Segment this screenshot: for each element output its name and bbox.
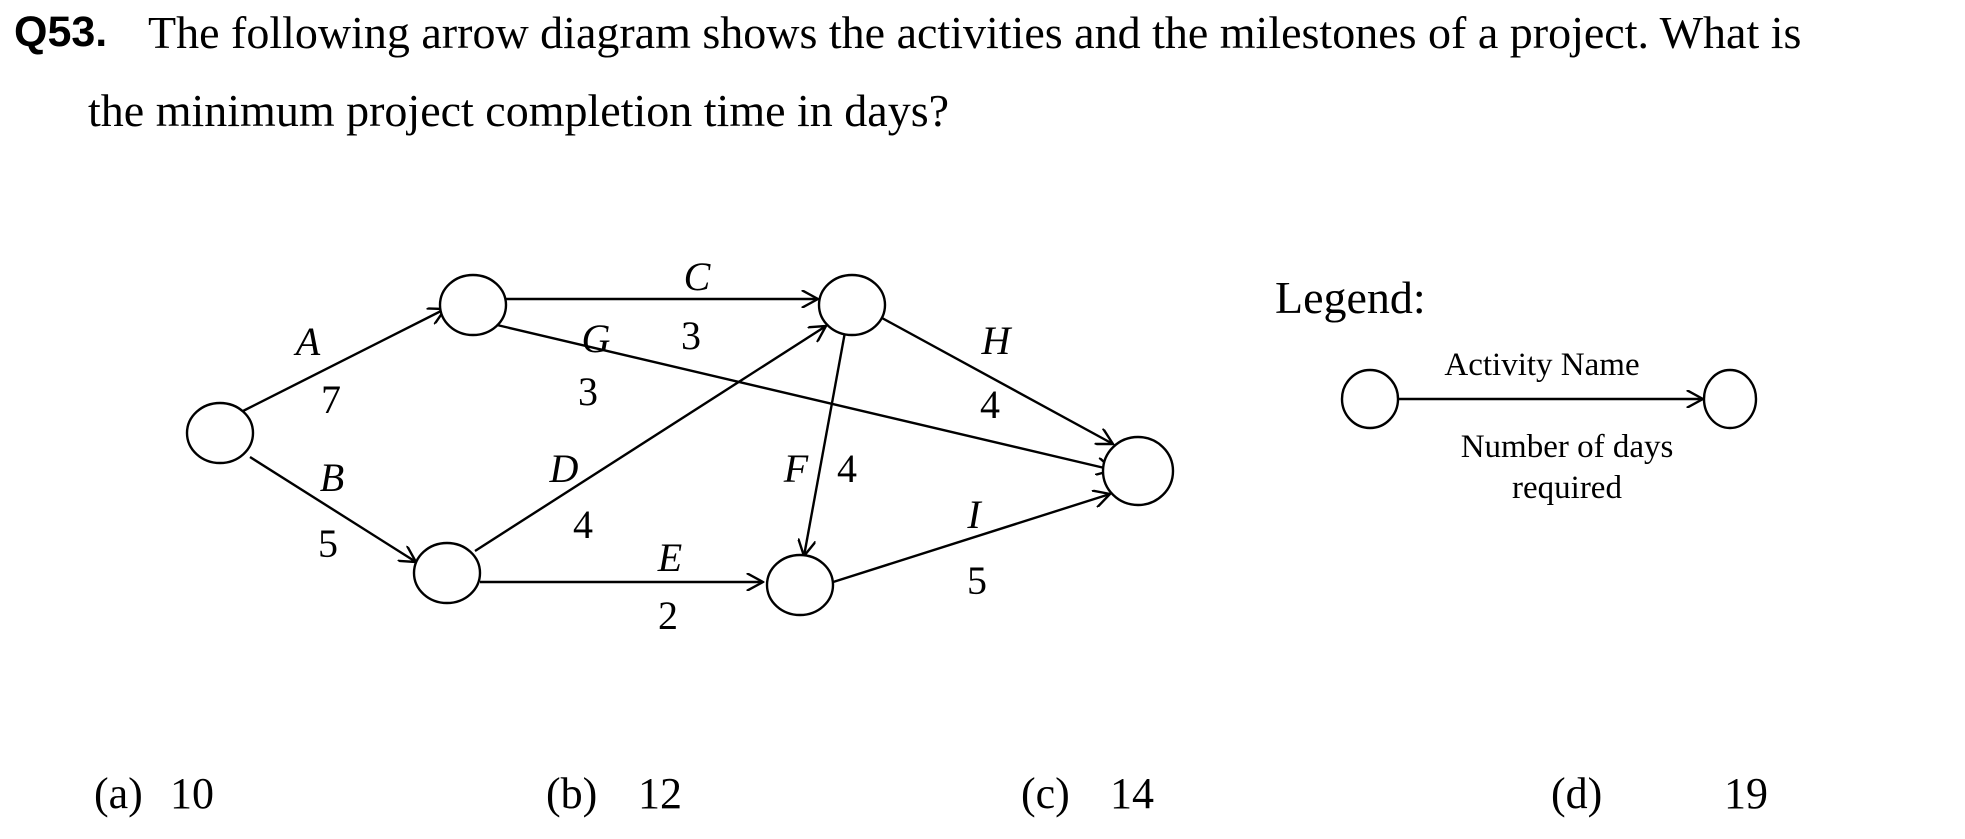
legend-days-label-line-1: Number of days: [1461, 429, 1674, 465]
activity-c-name: C: [684, 254, 712, 299]
activity-arrow-b: [249, 455, 416, 562]
activity-h-days: 4: [980, 382, 1000, 427]
question-text-line-1: The following arrow diagram shows the ac…: [148, 7, 1802, 58]
milestone-node-end: [1101, 435, 1175, 507]
option-c[interactable]: (c) 14: [1021, 768, 1154, 819]
legend-node-start: [1340, 368, 1400, 430]
activity-arrow-a: [242, 309, 445, 413]
question-text-line-2: the minimum project completion time in d…: [88, 85, 950, 136]
activity-g-days: 3: [578, 369, 598, 414]
option-b-value: 12: [638, 769, 682, 818]
activity-g-name: G: [582, 316, 611, 361]
legend-days-label-line-2: required: [1512, 470, 1622, 506]
option-b-label: (b): [546, 769, 598, 818]
milestone-node-4: [817, 273, 887, 337]
activity-b-name: B: [320, 455, 344, 500]
activity-f-days: 4: [837, 446, 857, 491]
option-d-label: (d): [1551, 769, 1603, 818]
option-b[interactable]: (b) 12: [546, 768, 682, 819]
activity-arrow-h: [881, 316, 1113, 444]
legend-activity-label: Activity Name: [1444, 347, 1639, 383]
legend-title: Legend:: [1275, 272, 1426, 323]
activity-d-days: 4: [573, 502, 593, 547]
activity-arrow-f: [804, 331, 847, 556]
activity-a-days: 7: [321, 377, 341, 422]
activity-b-days: 5: [318, 521, 338, 566]
activity-i-days: 5: [967, 558, 987, 603]
activity-c-days: 3: [681, 313, 701, 358]
activity-h-name: H: [981, 318, 1013, 363]
option-a-label: (a): [94, 769, 143, 818]
option-a[interactable]: (a) 10: [94, 768, 214, 819]
option-c-label: (c): [1021, 769, 1070, 818]
option-a-value: 10: [170, 769, 214, 818]
activity-f-name: F: [783, 446, 809, 491]
option-d[interactable]: (d) 19: [1551, 768, 1768, 819]
activity-e-days: 2: [658, 593, 678, 638]
milestone-node-start: [185, 401, 255, 465]
milestone-node-2: [438, 273, 508, 337]
milestone-node-5: [765, 553, 835, 617]
activity-a-name: A: [293, 319, 321, 364]
activity-i-name: I: [966, 492, 982, 537]
activity-arrow-i: [829, 494, 1110, 585]
activity-arrow-g: [496, 323, 1113, 470]
option-c-value: 14: [1110, 769, 1154, 818]
activity-e-name: E: [657, 535, 682, 580]
milestone-node-3: [412, 541, 482, 605]
activity-d-name: D: [549, 446, 579, 491]
legend-node-end: [1702, 368, 1758, 430]
activity-arrow-d: [474, 326, 826, 553]
option-d-value: 19: [1724, 769, 1768, 818]
question-number: Q53.: [14, 8, 108, 56]
